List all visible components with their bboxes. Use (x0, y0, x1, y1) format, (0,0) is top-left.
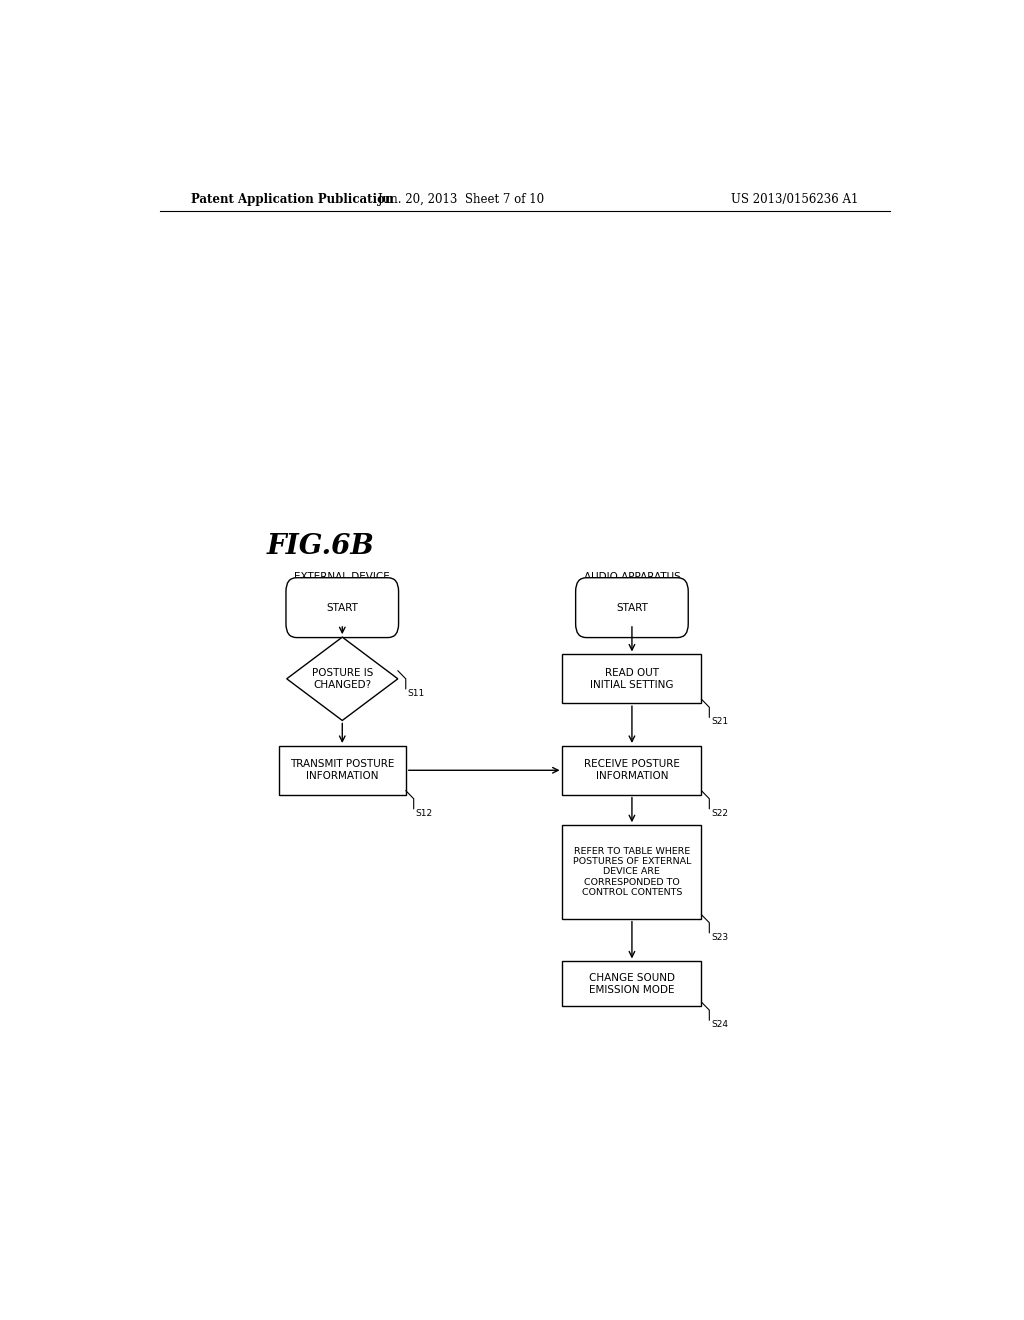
Text: READ OUT
INITIAL SETTING: READ OUT INITIAL SETTING (590, 668, 674, 689)
Text: AUDIO APPARATUS: AUDIO APPARATUS (584, 572, 680, 582)
Text: S22: S22 (711, 809, 728, 818)
Text: REFER TO TABLE WHERE
POSTURES OF EXTERNAL
DEVICE ARE
CORRESPONDED TO
CONTROL CON: REFER TO TABLE WHERE POSTURES OF EXTERNA… (572, 846, 691, 898)
Text: FIG.6B: FIG.6B (267, 533, 375, 560)
Bar (562, 655, 701, 704)
Text: Patent Application Publication: Patent Application Publication (191, 193, 394, 206)
Text: START: START (327, 603, 358, 612)
FancyBboxPatch shape (575, 578, 688, 638)
Text: RECEIVE POSTURE
INFORMATION: RECEIVE POSTURE INFORMATION (584, 759, 680, 781)
Text: EXTERNAL DEVICE: EXTERNAL DEVICE (294, 572, 390, 582)
Bar (562, 746, 701, 795)
FancyBboxPatch shape (286, 578, 398, 638)
Text: S23: S23 (711, 933, 728, 942)
Text: START: START (616, 603, 648, 612)
Polygon shape (287, 638, 397, 721)
Text: TRANSMIT POSTURE
INFORMATION: TRANSMIT POSTURE INFORMATION (290, 759, 394, 781)
Bar (562, 961, 701, 1006)
Text: Jun. 20, 2013  Sheet 7 of 10: Jun. 20, 2013 Sheet 7 of 10 (378, 193, 545, 206)
Bar (279, 746, 406, 795)
Text: S24: S24 (711, 1020, 728, 1030)
Text: S12: S12 (416, 809, 432, 818)
Text: CHANGE SOUND
EMISSION MODE: CHANGE SOUND EMISSION MODE (589, 973, 675, 994)
Text: S21: S21 (711, 718, 728, 726)
Text: S11: S11 (408, 689, 425, 698)
Text: US 2013/0156236 A1: US 2013/0156236 A1 (731, 193, 858, 206)
Text: POSTURE IS
CHANGED?: POSTURE IS CHANGED? (311, 668, 373, 689)
Bar (562, 825, 701, 919)
